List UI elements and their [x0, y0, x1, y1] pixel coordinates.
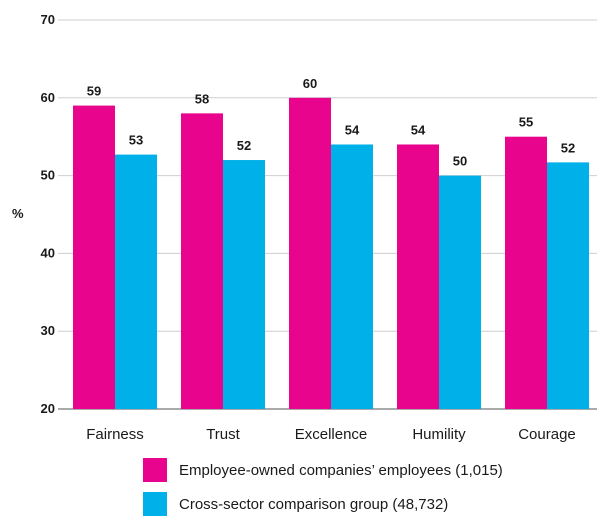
- bar-employee-owned-courage: [505, 136, 547, 409]
- y-tick-label-20: 20: [41, 401, 55, 416]
- bar-employee-owned-humility: [397, 144, 439, 410]
- y-tick-label-30: 30: [41, 323, 55, 338]
- legend-label-employee-owned: Employee-owned companies’ employees (1,0…: [179, 461, 503, 479]
- legend-label-cross-sector: Cross-sector comparison group (48,732): [179, 495, 449, 513]
- data-label-employee-owned-fairness: 59: [87, 84, 101, 99]
- data-label-employee-owned-trust: 58: [195, 91, 209, 106]
- data-label-employee-owned-humility: 54: [411, 122, 426, 137]
- y-tick-label-70: 70: [41, 12, 55, 27]
- bars: [73, 97, 589, 410]
- legend: Employee-owned companies’ employees (1,0…: [143, 458, 503, 526]
- bar-employee-owned-fairness: [73, 105, 115, 409]
- legend-swatch-employee-owned: [143, 458, 167, 482]
- data-label-cross-sector-courage: 52: [561, 140, 575, 155]
- bar-cross-sector-excellence: [331, 144, 373, 410]
- legend-item-cross-sector: Cross-sector comparison group (48,732): [143, 492, 503, 516]
- y-tick-label-50: 50: [41, 168, 55, 183]
- data-label-cross-sector-humility: 50: [453, 154, 467, 169]
- category-label-humility: Humility: [412, 426, 466, 443]
- bar-cross-sector-trust: [223, 160, 265, 409]
- category-label-fairness: Fairness: [86, 426, 144, 443]
- y-axis-label: %: [12, 206, 24, 221]
- bar-chart: 20 30 40 50 60 70 % 59 53 58 52 60 54 54 50 55 52 Fair…: [12, 12, 597, 443]
- category-labels: Fairness Trust Excellence Humility Courage: [86, 426, 576, 443]
- bar-cross-sector-courage: [547, 162, 589, 409]
- category-label-courage: Courage: [518, 426, 576, 443]
- bar-cross-sector-humility: [439, 175, 481, 409]
- data-label-cross-sector-trust: 52: [237, 138, 251, 153]
- data-label-employee-owned-courage: 55: [519, 115, 533, 130]
- data-label-cross-sector-excellence: 54: [345, 122, 360, 137]
- data-labels: 59 53 58 52 60 54 54 50 55 52: [87, 76, 575, 169]
- category-label-excellence: Excellence: [295, 426, 368, 443]
- bar-cross-sector-fairness: [115, 154, 157, 409]
- legend-swatch-cross-sector: [143, 492, 167, 516]
- data-label-cross-sector-fairness: 53: [129, 133, 143, 148]
- y-tick-label-40: 40: [41, 245, 55, 260]
- bar-employee-owned-trust: [181, 113, 223, 410]
- data-label-employee-owned-excellence: 60: [303, 76, 317, 91]
- category-label-trust: Trust: [206, 426, 240, 443]
- y-axis-ticks: 20 30 40 50 60 70: [41, 12, 55, 416]
- legend-item-employee-owned: Employee-owned companies’ employees (1,0…: [143, 458, 503, 482]
- y-tick-label-60: 60: [41, 90, 55, 105]
- bar-employee-owned-excellence: [289, 97, 331, 410]
